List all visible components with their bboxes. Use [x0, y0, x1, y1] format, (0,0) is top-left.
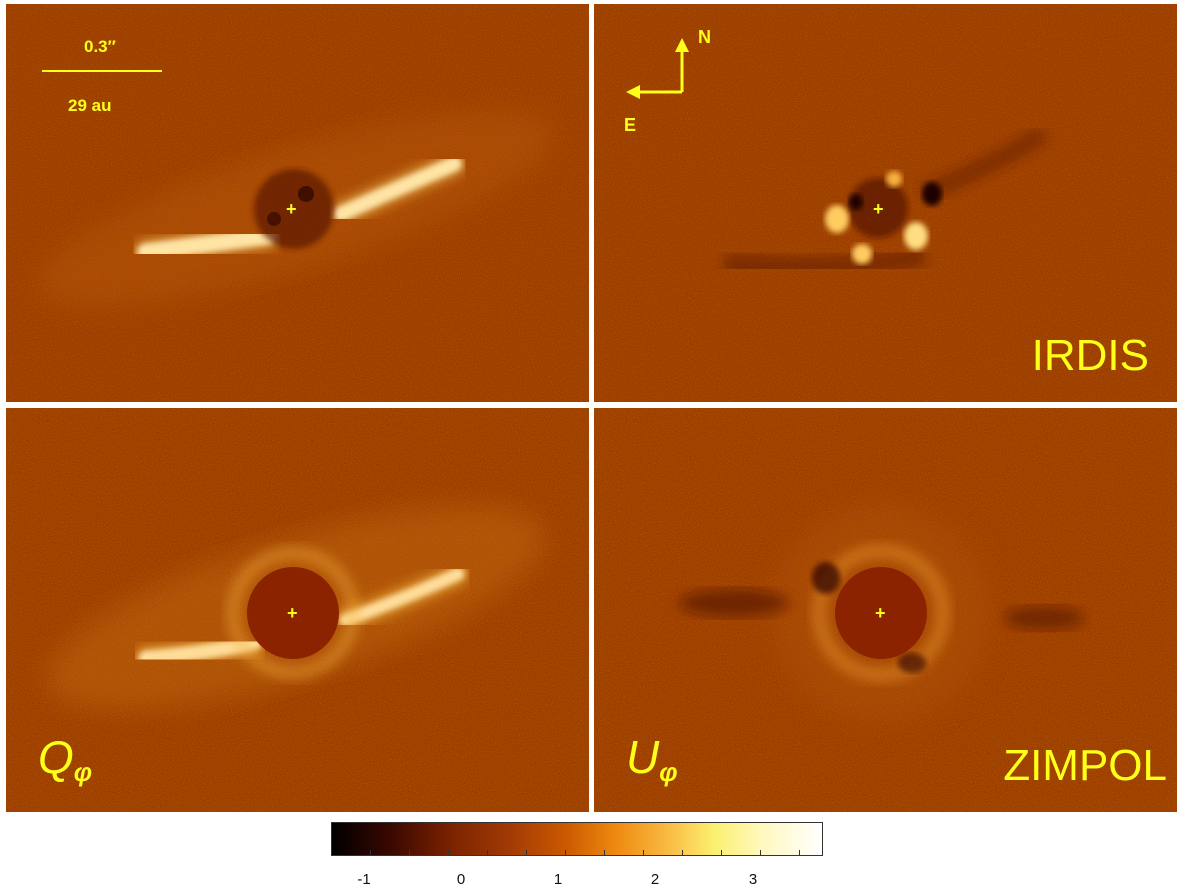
colorbar-tick	[370, 850, 371, 856]
colorbar-tick-label: 1	[553, 871, 563, 888]
instrument-label-irdis: IRDIS	[1031, 331, 1149, 380]
colorbar-tick-label: 3	[748, 871, 758, 888]
colorbar-tick-label: -1	[357, 871, 371, 888]
scale-physical-label: 29 au	[68, 96, 112, 115]
disk-image	[6, 4, 589, 402]
q-phi-image	[6, 408, 589, 812]
colorbar-tick	[526, 850, 527, 856]
colorbar-tick	[448, 850, 449, 856]
colorbar-tick	[604, 850, 605, 856]
scale-angular-label: 0.3″	[84, 37, 116, 56]
colorbar-tick	[409, 850, 410, 856]
u-phi-image	[594, 408, 1177, 812]
star-position-marker: +	[286, 199, 297, 219]
zimpol-q-phi-panel: Qφ +	[6, 408, 589, 812]
colorbar-tick	[799, 850, 800, 856]
colorbar-tick	[721, 850, 722, 856]
u-phi-label: Uφ	[626, 731, 678, 787]
colorbar-tick-label: 0	[456, 871, 466, 888]
colorbar-tick	[760, 850, 761, 856]
colorbar-tick	[682, 850, 683, 856]
star-position-marker: +	[873, 199, 884, 219]
q-phi-label: Qφ	[38, 731, 93, 787]
residual-image	[594, 4, 1177, 402]
colorbar	[331, 822, 823, 858]
star-position-marker: +	[875, 603, 886, 623]
colorbar-tick	[643, 850, 644, 856]
star-position-marker: +	[287, 603, 298, 623]
colorbar-tick	[565, 850, 566, 856]
compass-north-label: N	[698, 27, 711, 47]
irdis-residual-panel: N E IRDIS +	[594, 4, 1177, 402]
instrument-label-zimpol: ZIMPOL	[1003, 741, 1167, 790]
colorbar-tick-label: 2	[650, 871, 660, 888]
irdis-total-intensity-panel: 0.3″ 29 au +	[6, 4, 589, 402]
compass-east-label: E	[624, 115, 637, 135]
colorbar-gradient	[331, 822, 823, 856]
scale-bar	[42, 70, 162, 72]
colorbar-tick	[487, 850, 488, 856]
zimpol-u-phi-panel: Uφ ZIMPOL +	[594, 408, 1177, 812]
